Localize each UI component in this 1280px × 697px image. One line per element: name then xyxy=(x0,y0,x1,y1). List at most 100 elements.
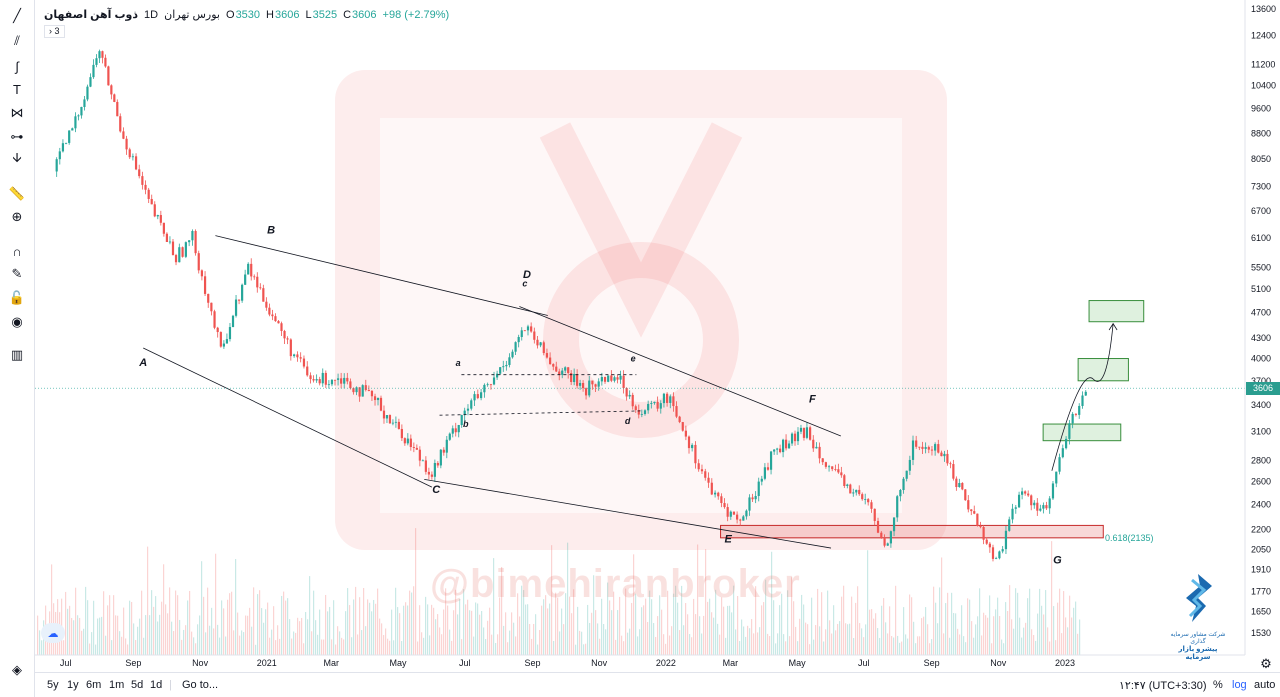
volume-bar xyxy=(133,623,135,655)
auto-toggle[interactable]: auto xyxy=(1254,679,1276,691)
candle-body xyxy=(505,364,508,367)
volume-bar xyxy=(363,588,365,655)
candle-body xyxy=(355,387,358,393)
wave-label-F: F xyxy=(809,393,816,405)
volume-bar xyxy=(397,607,399,655)
candle-body xyxy=(343,377,346,384)
volume-bar xyxy=(173,631,175,655)
wave-label-b: b xyxy=(463,419,469,429)
candle-body xyxy=(594,384,597,387)
lock-draw-icon[interactable]: ✎ xyxy=(11,266,23,281)
volume-bar xyxy=(793,601,795,655)
candle-body xyxy=(815,446,818,449)
candle-body xyxy=(520,330,523,338)
range-1d[interactable]: 1d xyxy=(150,679,163,691)
volume-bar xyxy=(779,605,781,655)
candle-body xyxy=(213,311,216,328)
volume-bar xyxy=(405,602,407,655)
volume-bar xyxy=(169,587,171,655)
arrow-cursor-icon[interactable]: 🡫 xyxy=(12,150,22,165)
volume-bar xyxy=(781,593,783,655)
volume-bar xyxy=(69,605,71,655)
text-icon[interactable]: T xyxy=(13,81,21,97)
cloud-icon[interactable]: ☁ xyxy=(41,623,65,643)
eye-icon[interactable]: ◉ xyxy=(11,314,23,329)
volume-bar xyxy=(175,590,177,655)
lock-icon[interactable]: 🔓 xyxy=(8,290,26,305)
symbol-name[interactable]: ذوب آهن اصفهان xyxy=(44,9,139,21)
volume-bar xyxy=(353,599,355,655)
volume-bar xyxy=(669,635,671,655)
time-tick-label: Jul xyxy=(459,658,471,668)
candle-body xyxy=(1078,405,1081,415)
candle-body xyxy=(83,99,86,107)
layers-icon[interactable]: ◈ xyxy=(12,662,22,677)
candle-body xyxy=(613,377,616,381)
candle-body xyxy=(427,471,430,475)
candle-body xyxy=(940,452,943,457)
volume-bar xyxy=(821,592,823,655)
volume-bar xyxy=(117,615,119,655)
candle-body xyxy=(694,444,697,464)
volume-bar xyxy=(797,641,799,655)
volume-bar xyxy=(893,637,895,655)
broker-name-line2: پیشرو بازار سرمایه xyxy=(1178,646,1218,661)
volume-bar xyxy=(473,636,475,655)
volume-bar xyxy=(183,629,185,655)
candle-body xyxy=(647,403,650,411)
range-1m[interactable]: 1m xyxy=(109,679,125,691)
volume-bar xyxy=(263,622,265,655)
candle-body xyxy=(812,439,815,449)
volume-bar xyxy=(275,640,277,655)
price-tick-label: 10400 xyxy=(1251,81,1276,91)
volume-bar xyxy=(291,638,293,655)
range-5y[interactable]: 5y xyxy=(47,679,59,691)
volume-bar xyxy=(215,553,217,655)
candle-body xyxy=(165,233,169,243)
zoom-icon[interactable]: ⊕ xyxy=(11,209,23,224)
candle-body xyxy=(628,394,631,397)
volume-bar xyxy=(991,643,993,655)
candle-body xyxy=(324,372,327,385)
goto-button[interactable]: Go to... xyxy=(182,679,219,691)
interval[interactable]: 1D xyxy=(144,9,159,21)
volume-bar xyxy=(751,619,753,655)
candle-body xyxy=(561,370,564,375)
settings-gear-icon[interactable]: ⚙ xyxy=(1260,656,1272,671)
candle-body xyxy=(486,384,489,386)
time-tick-label: Nov xyxy=(591,658,608,668)
ruler-icon[interactable]: 📏 xyxy=(8,186,26,201)
volume-bar xyxy=(817,588,819,655)
volume-bar xyxy=(203,596,205,655)
percent-toggle[interactable]: % xyxy=(1213,679,1223,691)
candle-body xyxy=(739,519,742,521)
legend-collapse-button[interactable]: › 3 xyxy=(44,25,65,38)
fib-icon[interactable]: ⫽ xyxy=(14,33,20,48)
range-6m[interactable]: 6m xyxy=(86,679,102,691)
candle-body xyxy=(558,371,561,375)
candle-body xyxy=(1068,423,1071,439)
pattern-icon[interactable]: ⋈ xyxy=(10,105,24,120)
log-toggle[interactable]: log xyxy=(1232,679,1247,691)
brush-icon[interactable]: ∫ xyxy=(15,58,19,74)
range-1y[interactable]: 1y xyxy=(67,679,79,691)
trash-icon[interactable]: ▥ xyxy=(10,347,24,362)
magnet-icon[interactable]: ∩ xyxy=(12,243,22,259)
volume-bar xyxy=(439,627,441,655)
volume-bar xyxy=(981,635,983,655)
volume-bar xyxy=(419,605,421,655)
volume-bar xyxy=(1045,590,1047,655)
candle-body xyxy=(622,375,625,388)
prediction-icon[interactable]: ⊶ xyxy=(10,129,24,144)
candle-body xyxy=(1064,438,1068,449)
candle-body xyxy=(748,497,751,511)
range-5d[interactable]: 5d xyxy=(131,679,144,691)
price-chart[interactable]: A B C D E F Ga b c d e 13600 12400 11200 10400 9600 8800… xyxy=(35,0,1280,672)
candle-body xyxy=(870,502,873,509)
volume-bar xyxy=(627,632,629,655)
volume-bar xyxy=(773,600,775,655)
time-display[interactable]: ۱۲:۴۷ (UTC+3:30) xyxy=(1119,680,1207,692)
trend-line-icon[interactable]: ╱ xyxy=(13,8,21,23)
wave-label-e: e xyxy=(631,353,636,363)
volume-bar xyxy=(891,636,893,655)
